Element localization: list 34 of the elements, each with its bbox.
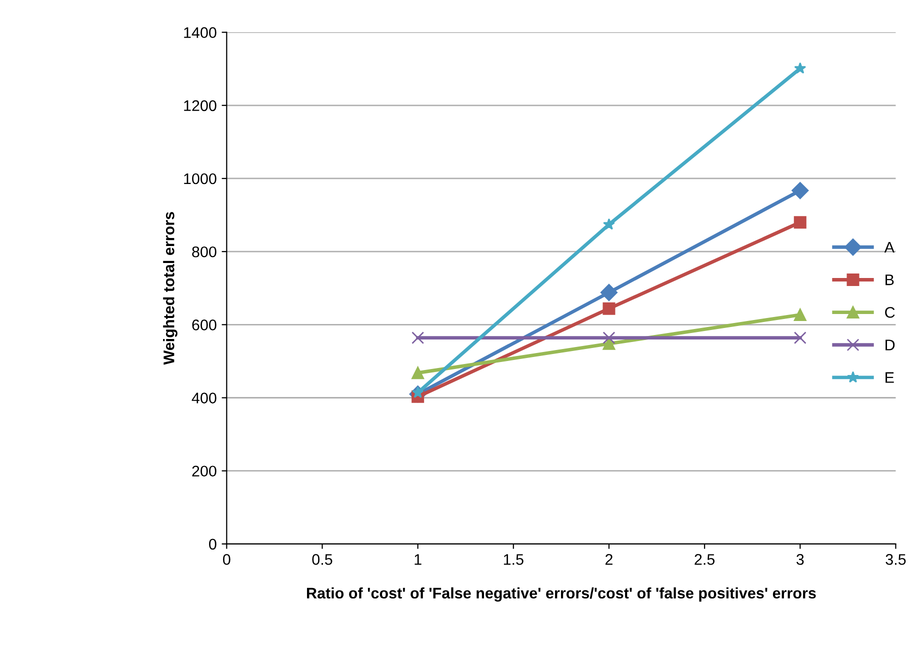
y-tick-label: 600 [192,320,216,330]
y-tick-label: 1400 [184,27,216,38]
y-tick-label: 1000 [184,173,216,184]
point [603,218,615,230]
point [794,62,806,74]
point [600,284,618,302]
x-tick-label: 3 [796,554,804,565]
x-tick-label: 1 [414,554,422,565]
x-tick-label: 1.5 [504,554,524,565]
x-tick-label: 3.5 [886,554,906,565]
x-tick-label: 2.5 [694,554,715,565]
point [794,308,806,322]
y-tick-label: 200 [192,466,216,477]
point [794,332,806,344]
x-axis-title: Ratio of 'cost' of 'False negative' errors/'cost' of 'false positives' errors [307,587,816,602]
y-axis-title: Weighted total errors [163,212,178,365]
legend-label: E [886,372,894,383]
x-tick-label: 2 [606,554,612,565]
point [602,332,616,344]
point [602,302,616,315]
legend-label: B [886,274,894,286]
y-tick-label: 800 [192,246,216,258]
point [792,182,809,200]
y-tick-label: 400 [192,392,216,404]
x-tick-label: 0 [223,554,230,565]
point [412,366,424,380]
y-tick-label: 0 [209,538,216,550]
x-tick-label: 0.5 [312,554,332,565]
legend-label: D [886,340,895,350]
point [794,216,806,229]
y-tick-label: 1200 [184,100,216,112]
legend-label: A [884,242,894,252]
point [412,332,424,344]
legend-label: C [885,306,895,318]
